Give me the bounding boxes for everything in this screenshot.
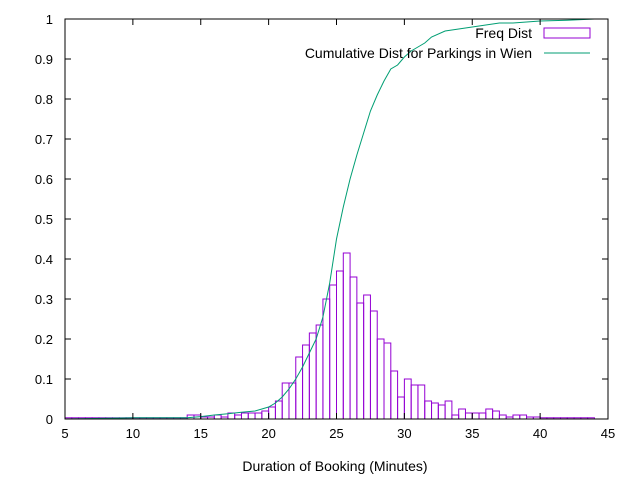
y-tick-label: 0.1	[35, 372, 53, 387]
histogram-bar	[295, 356, 304, 420]
histogram-bar	[315, 324, 324, 420]
histogram-bar	[281, 382, 290, 420]
y-tick-label: 0	[46, 412, 53, 427]
histogram-bar	[431, 402, 439, 420]
histogram-bar	[363, 294, 371, 420]
tick-labels: 5 10 15 20 25 30 35 40 45 0 0.1 0.2 0.3 0.4 0.5 0.6 0.7 0…	[35, 12, 615, 441]
histogram-bar	[247, 412, 256, 420]
histogram-bar	[485, 408, 494, 420]
histogram-bars	[64, 252, 595, 420]
histogram-bar	[458, 408, 466, 420]
legend-label-cumulative: Cumulative Dist for Parkings in Wien	[305, 45, 532, 61]
x-tick-label: 5	[61, 426, 68, 441]
histogram-bar	[417, 384, 426, 420]
histogram-bar	[437, 404, 446, 420]
histogram-bar	[410, 384, 419, 420]
y-tick-label: 1	[46, 12, 53, 27]
x-tick-label: 25	[329, 426, 343, 441]
x-tick-label: 20	[261, 426, 275, 441]
histogram-bar	[390, 370, 399, 420]
histogram-bar	[376, 338, 385, 420]
y-tick-label: 0.5	[35, 212, 53, 227]
histogram-bar	[261, 410, 270, 420]
x-tick-label: 15	[194, 426, 208, 441]
y-tick-label: 0.9	[35, 52, 53, 67]
histogram-bar	[464, 412, 473, 420]
histogram-bar	[288, 382, 297, 420]
histogram-bar	[240, 412, 249, 420]
histogram-bar	[254, 412, 263, 420]
y-tick-label: 0.3	[35, 292, 53, 307]
legend: Freq Dist Cumulative Dist for Parkings i…	[305, 25, 591, 61]
histogram-bar	[512, 414, 521, 420]
histogram-bar	[519, 414, 528, 420]
y-tick-label: 0.4	[35, 252, 53, 267]
histogram-bar	[424, 400, 433, 420]
y-tick-label: 0.8	[35, 92, 53, 107]
cumulative-line	[64, 18, 595, 420]
histogram-bar	[397, 396, 405, 420]
histogram-bar	[471, 412, 480, 420]
legend-label-freq: Freq Dist	[475, 25, 532, 41]
histogram-bar	[329, 284, 337, 420]
x-axis-title: Duration of Booking (Minutes)	[242, 458, 427, 474]
histogram-bar	[349, 276, 358, 420]
y-tick-label: 0.7	[35, 132, 53, 147]
histogram-bar	[498, 414, 507, 420]
histogram-bar	[403, 378, 412, 420]
x-tick-label: 45	[601, 426, 615, 441]
histogram-bar	[268, 406, 276, 420]
x-tick-label: 35	[465, 426, 479, 441]
y-tick-label: 0.6	[35, 172, 53, 187]
histogram-bar	[383, 342, 392, 420]
histogram-bar	[369, 310, 378, 420]
histogram-bar	[478, 412, 487, 420]
histogram-bar	[356, 302, 365, 420]
histogram-bar	[336, 270, 344, 420]
histogram-bar	[492, 410, 500, 420]
histogram-bar	[451, 414, 460, 420]
axes	[64, 18, 609, 420]
cumulative-line-layer	[64, 18, 595, 420]
histogram-bar	[274, 400, 283, 420]
histogram-bar	[213, 414, 222, 420]
histogram-bar	[234, 414, 242, 420]
y-tick-label: 0.2	[35, 332, 53, 347]
histogram-bar	[444, 400, 453, 420]
histogram-bar	[322, 298, 331, 420]
histogram-bar	[342, 252, 351, 420]
x-tick-label: 40	[533, 426, 547, 441]
legend-swatch-freq	[543, 27, 591, 39]
x-tick-label: 10	[126, 426, 140, 441]
x-tick-label: 30	[397, 426, 411, 441]
